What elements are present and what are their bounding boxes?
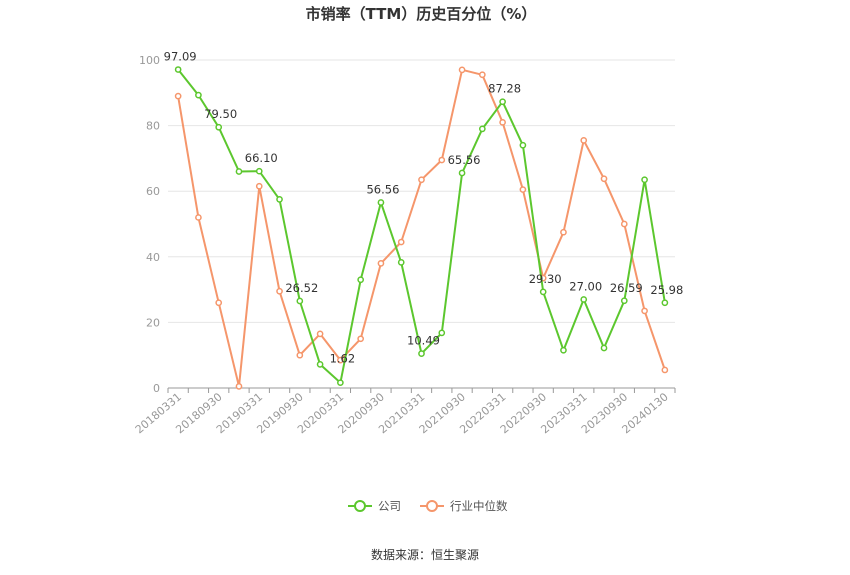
data-point [580,296,588,303]
data-point [357,276,365,284]
data-point [620,220,628,228]
legend-marker [426,500,438,512]
data-point [519,141,527,149]
data-point [215,299,223,307]
data-point [661,299,669,307]
data-point [397,259,405,266]
data-point [661,366,669,374]
legend[interactable]: 公司 行业中位数 [348,499,508,513]
data-point [641,176,648,184]
data-point [174,92,182,100]
data-point [195,214,202,221]
data-point [316,361,324,368]
data-label: 29.30 [529,272,562,286]
series-layer [174,66,669,390]
y-tick-label: 20 [146,316,160,329]
data-label: 1.62 [330,352,356,366]
data-label: 25.98 [650,283,683,297]
data-point [458,169,466,177]
data-point [539,288,547,296]
data-point [418,176,425,184]
y-tick-label: 40 [146,251,160,264]
data-point [255,167,263,175]
data-labels: 97.09 79.50 66.10 26.52 1.62 56.56 10.49 65.56 8… [164,50,684,366]
data-point [560,346,567,354]
data-point [337,356,344,364]
data-point [519,186,527,193]
data-point [499,118,506,126]
data-label: 97.09 [164,50,197,64]
data-point [215,123,223,131]
data-point [377,260,385,267]
data-point [458,66,466,74]
y-axis: 0 20 40 60 80 100 [139,54,160,395]
data-point [438,156,446,164]
data-point [418,350,425,357]
y-tick-label: 100 [139,54,160,67]
legend-item-0[interactable]: 公司 [348,499,401,513]
data-point [600,344,608,352]
data-point [357,335,365,343]
data-point [235,383,243,390]
data-label: 10.49 [407,334,440,348]
data-point [397,238,405,246]
data-point [600,175,608,183]
data-point [255,182,263,190]
data-point [296,351,304,359]
x-axis: 2018033120180930201903312019093020200331… [133,387,676,436]
data-label: 27.00 [569,279,602,293]
data-point [499,98,506,106]
data-label: 26.52 [285,281,318,295]
data-point [276,287,283,295]
source-note: 数据来源：恒生聚源 [371,547,479,562]
data-point [195,91,202,99]
data-label: 79.50 [204,107,237,121]
y-tick-label: 60 [146,185,160,198]
data-point [337,379,344,387]
y-tick-label: 80 [146,120,160,133]
legend-label: 行业中位数 [450,499,508,513]
data-point [641,307,648,315]
legend-item-1[interactable]: 行业中位数 [420,499,508,513]
data-label: 56.56 [366,182,399,196]
data-point [377,199,385,206]
y-tick-label: 0 [153,382,160,395]
data-label: 66.10 [245,151,278,165]
data-label: 26.59 [610,281,643,295]
data-point [620,297,628,305]
data-point [296,297,304,305]
chart-title: 市销率（TTM）历史百分位（%） [306,5,537,23]
data-point [478,71,486,79]
data-point [235,168,243,175]
data-label: 65.56 [448,153,481,167]
data-point [478,125,486,133]
legend-marker [354,500,366,512]
data-point [276,196,283,203]
data-label: 87.28 [488,82,521,96]
data-point [316,330,324,338]
data-point [174,66,182,73]
data-point [580,137,588,144]
legend-label: 公司 [378,499,401,513]
data-point [560,228,567,236]
data-point [438,329,446,337]
